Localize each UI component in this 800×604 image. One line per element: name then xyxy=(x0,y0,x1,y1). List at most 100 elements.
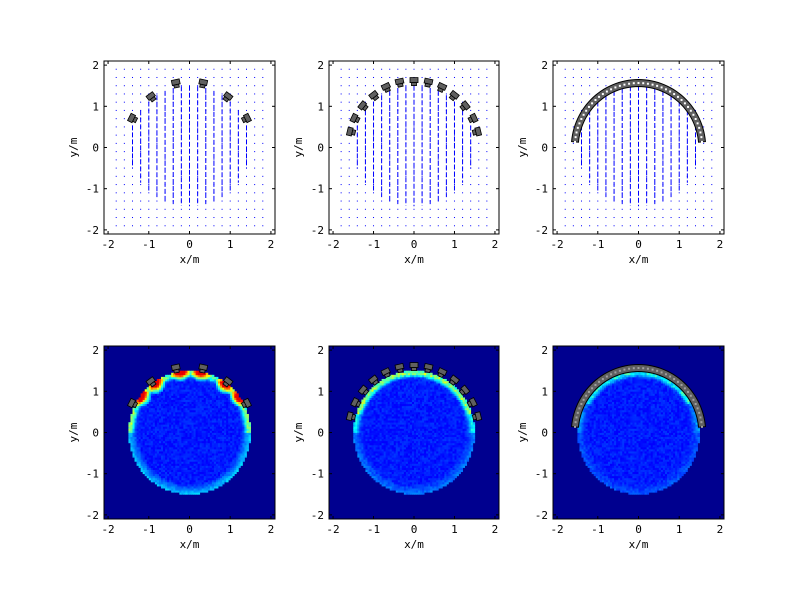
transducer-icon xyxy=(369,90,380,101)
y-tick-label: 0 xyxy=(317,142,324,155)
y-tick-label: 2 xyxy=(317,59,324,72)
x-axis-label: x/m xyxy=(404,253,424,266)
x-tick-label: -2 xyxy=(550,523,563,536)
x-tick-label: 1 xyxy=(227,238,234,251)
x-tick-label: 1 xyxy=(676,238,683,251)
x-tick-label: 2 xyxy=(268,523,275,536)
y-tick-label: 1 xyxy=(92,100,99,113)
y-axis-label: y/m xyxy=(292,422,305,442)
x-axis-label: x/m xyxy=(629,538,649,551)
transducer-icon xyxy=(410,78,418,86)
transducer-icon xyxy=(459,101,470,112)
x-tick-label: -2 xyxy=(326,238,339,251)
y-tick-label: -2 xyxy=(86,509,99,522)
x-tick-label: -1 xyxy=(142,523,155,536)
x-tick-label: 0 xyxy=(186,238,193,251)
transducer-icon xyxy=(241,113,252,124)
y-tick-label: -2 xyxy=(311,224,324,237)
x-tick-label: 1 xyxy=(676,523,683,536)
x-tick-label: 2 xyxy=(717,238,724,251)
transducer-icon xyxy=(472,127,482,137)
transducer-icon xyxy=(423,78,433,88)
y-tick-label: -1 xyxy=(86,468,99,481)
y-tick-label: 2 xyxy=(92,344,99,357)
y-tick-label: -1 xyxy=(311,468,324,481)
x-tick-label: 2 xyxy=(492,238,499,251)
subplot-bottom-middle: -2 -1 0 1 2 -2 -1 0 1 2 x/m y/m xyxy=(292,344,499,551)
y-axis-label: y/m xyxy=(67,137,80,157)
x-axis-label: x/m xyxy=(180,253,200,266)
y-tick-label: -2 xyxy=(311,509,324,522)
x-tick-label: 0 xyxy=(186,523,193,536)
x-tick-label: 1 xyxy=(451,238,458,251)
x-tick-label: -1 xyxy=(367,523,380,536)
transducer-icon xyxy=(171,79,180,88)
x-tick-label: -2 xyxy=(326,523,339,536)
y-tick-label: 0 xyxy=(92,142,99,155)
x-tick-label: -2 xyxy=(101,523,114,536)
y-tick-label: 2 xyxy=(92,59,99,72)
y-tick-label: 1 xyxy=(92,385,99,398)
y-tick-label: 0 xyxy=(541,427,548,440)
subplot-bottom-left: -2 -1 0 1 2 -2 -1 0 1 2 x/m y/m xyxy=(67,344,275,551)
x-tick-label: 1 xyxy=(227,523,234,536)
x-tick-label: -1 xyxy=(591,238,604,251)
x-tick-label: 1 xyxy=(451,523,458,536)
transducer-icon xyxy=(222,92,233,103)
transducer-icon xyxy=(198,79,207,88)
y-tick-label: 0 xyxy=(317,427,324,440)
x-tick-label: -1 xyxy=(367,238,380,251)
transducer-icon xyxy=(358,101,369,112)
plot-area xyxy=(104,346,275,519)
x-tick-label: -2 xyxy=(101,238,114,251)
subplot-top-middle: -2 -1 0 1 2 -2 -1 0 1 2 x/m y/m xyxy=(292,59,499,266)
plot-area xyxy=(116,69,264,227)
x-tick-label: -2 xyxy=(550,238,563,251)
y-tick-label: 1 xyxy=(317,385,324,398)
y-axis-label: y/m xyxy=(292,137,305,157)
x-tick-label: 0 xyxy=(411,523,418,536)
x-tick-label: 0 xyxy=(635,523,642,536)
transducer-icon xyxy=(346,127,356,137)
transducer-icon xyxy=(350,113,361,124)
plot-area xyxy=(565,69,713,227)
x-tick-label: 0 xyxy=(635,238,642,251)
transducer-icon xyxy=(410,363,418,371)
y-axis-label: y/m xyxy=(67,422,80,442)
x-axis-label: x/m xyxy=(404,538,424,551)
y-tick-label: -1 xyxy=(535,183,548,196)
x-tick-label: 2 xyxy=(492,523,499,536)
y-tick-label: 0 xyxy=(92,427,99,440)
x-tick-label: 2 xyxy=(717,523,724,536)
x-axis-label: x/m xyxy=(180,538,200,551)
y-tick-label: -1 xyxy=(86,183,99,196)
y-tick-label: 2 xyxy=(317,344,324,357)
y-tick-label: 1 xyxy=(541,100,548,113)
plot-area xyxy=(341,69,488,227)
y-tick-label: 2 xyxy=(541,59,548,72)
y-tick-label: -2 xyxy=(535,224,548,237)
x-tick-label: 2 xyxy=(268,238,275,251)
subplot-top-left: -2 -1 0 1 2 -2 -1 0 1 2 x/m y/m xyxy=(67,59,275,266)
y-tick-label: -1 xyxy=(311,183,324,196)
transducer-icon xyxy=(448,90,459,101)
x-tick-label: -1 xyxy=(591,523,604,536)
y-tick-label: 1 xyxy=(317,100,324,113)
y-tick-label: 0 xyxy=(541,142,548,155)
transducer-icon xyxy=(128,113,139,124)
x-tick-label: 0 xyxy=(411,238,418,251)
transducer-icon xyxy=(146,92,157,103)
y-axis-label: y/m xyxy=(516,137,529,157)
y-axis-label: y/m xyxy=(516,422,529,442)
y-tick-label: -2 xyxy=(86,224,99,237)
plot-area xyxy=(553,346,724,519)
y-tick-label: 1 xyxy=(541,385,548,398)
y-tick-label: 2 xyxy=(541,344,548,357)
transducer-icon xyxy=(467,113,478,124)
x-tick-label: -1 xyxy=(142,238,155,251)
transducer-icon xyxy=(395,78,405,88)
